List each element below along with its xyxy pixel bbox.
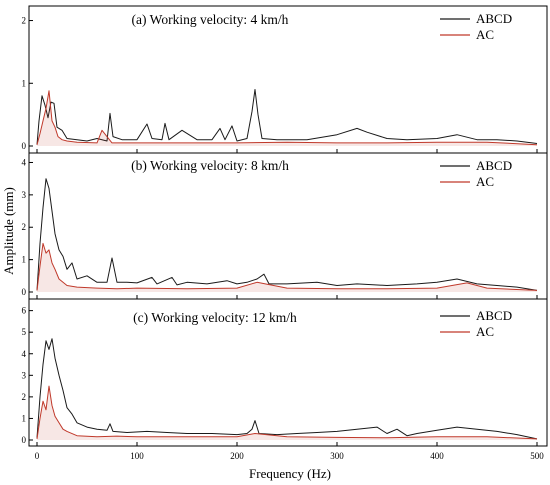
y-tick-label: 0 [22,287,27,297]
y-tick-label: 6 [22,306,27,316]
panel-b-plot [36,178,538,292]
panel-c-title: (c) Working velocity: 12 km/h [133,310,297,325]
panel-b-frame [28,152,548,300]
panel-c-legend: ABCD AC [440,308,512,339]
panel-a-plot [36,89,538,146]
y-tick-label: 3 [22,190,27,200]
panel-c-plot [36,338,538,440]
series-area-ac [37,386,537,440]
x-tick-label: 100 [130,451,144,461]
y-tick-label: 0 [22,141,27,151]
x-tick-label: 500 [530,451,544,461]
panel-b: 0 1 2 3 4 (b) Working velocity: 8 km/h ABCD … [22,152,548,300]
y-tick-label: 2 [22,222,27,232]
series-line-abcd [36,89,538,145]
series-line-abcd [36,338,538,440]
series-line-ac [36,90,538,146]
panel-a-frame [28,5,548,154]
series-area-ac [37,90,537,146]
panel-b-legend: ABCD AC [440,158,512,189]
y-tick-label: 4 [22,157,27,167]
legend-label-ac: AC [476,174,494,189]
panel-c: 0 1 2 3 4 5 6 0 100 200 300 400 500 (c) Working velo… [22,298,548,461]
y-tick-label: 3 [22,370,27,380]
series-area-ac [37,243,537,292]
legend-label-ac: AC [476,27,494,42]
panel-b-axes: 0 1 2 3 4 [22,157,538,299]
legend-label-abcd: ABCD [476,11,512,26]
panel-a: 0 1 2 (a) Working velocity: 4 km/h ABCD AC [22,5,548,154]
series-line-ac [36,242,538,291]
x-tick-label: 0 [35,451,40,461]
panel-a-legend: ABCD AC [440,11,512,42]
panel-c-axes: 0 1 2 3 4 5 6 0 100 200 300 400 500 [22,306,545,461]
y-tick-label: 1 [22,78,27,88]
panel-c-frame [28,298,548,447]
y-tick-label: 5 [22,327,27,337]
y-tick-label: 2 [22,16,27,26]
panel-b-title: (b) Working velocity: 8 km/h [131,158,289,173]
series-line-abcd [36,178,538,291]
y-tick-label: 1 [22,255,27,265]
legend-label-abcd: ABCD [476,308,512,323]
legend-label-ac: AC [476,324,494,339]
y-tick-label: 1 [22,413,27,423]
panel-a-title: (a) Working velocity: 4 km/h [132,12,289,27]
y-tick-label: 4 [22,349,27,359]
x-tick-label: 300 [330,451,344,461]
series-line-ac [36,385,538,440]
y-tick-label: 0 [22,435,27,445]
x-tick-label: 400 [430,451,444,461]
panel-a-axes: 0 1 2 [22,16,538,153]
y-axis-label: Amplitude (mm) [1,187,16,275]
legend-label-abcd: ABCD [476,158,512,173]
y-tick-label: 2 [22,392,27,402]
x-tick-label: 200 [230,451,244,461]
x-axis-label: Frequency (Hz) [249,466,331,481]
